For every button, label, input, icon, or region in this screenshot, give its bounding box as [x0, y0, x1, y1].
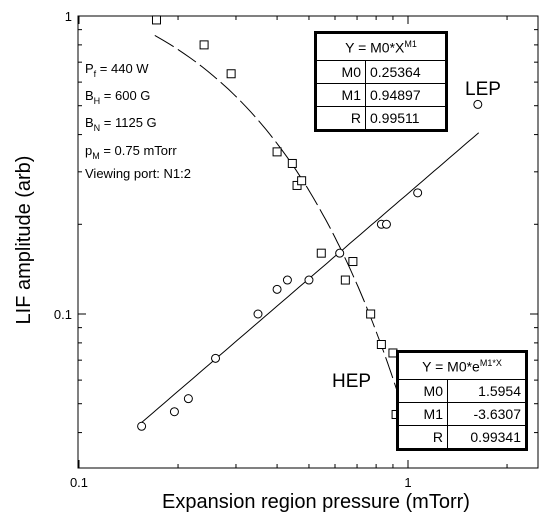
hep-data-point: [297, 176, 307, 186]
y-tick-label-mid: 0.1: [54, 307, 72, 322]
lep-data-point: [272, 284, 282, 294]
lep-param-key: M1: [316, 83, 366, 107]
hep-data-point: [272, 147, 282, 157]
lep-fit-equation: Y = M0*XM1: [316, 33, 446, 61]
hep-fit-box: Y = M0*eM1*X M0 1.5954 M1 -3.6307 R 0.99341: [396, 350, 528, 451]
lep-data-point: [473, 99, 483, 109]
lep-data-point: [413, 188, 423, 198]
lep-param-key: R: [316, 106, 366, 130]
lep-param-value: 0.99511: [365, 106, 446, 130]
hep-data-point: [151, 15, 161, 25]
lep-data-point: [137, 421, 147, 431]
series-label-lep: LEP: [465, 79, 501, 100]
hep-data-point: [287, 158, 297, 168]
axis-ticks: [78, 15, 538, 468]
lep-data-point: [381, 219, 391, 229]
lep-fit-box: Y = M0*XM1 M0 0.25364 M1 0.94897 R 0.99511: [314, 31, 448, 132]
hep-fit-row-m1: M1 -3.6307: [398, 402, 526, 426]
lep-fit-row-m1: M1 0.94897: [316, 83, 446, 107]
lep-param-value: 0.94897: [365, 83, 446, 107]
lep-equation-exponent: M1: [404, 38, 417, 49]
hep-param-key: M1: [398, 402, 448, 426]
lep-data-point: [253, 309, 263, 319]
annotation-line: Viewing port: N1:2: [85, 166, 191, 181]
hep-param-value: 1.5954: [447, 379, 526, 403]
hep-equation-text: Y = M0*e: [422, 358, 480, 375]
annotation-line: pM = 0.75 mTorr: [85, 143, 177, 161]
hep-fit-row-m0: M0 1.5954: [398, 379, 526, 403]
lep-data-point: [304, 275, 314, 285]
hep-fit-curve: [154, 34, 399, 396]
hep-param-key: R: [398, 425, 448, 449]
lep-data-point: [335, 248, 345, 258]
lep-equation-text: Y = M0*X: [345, 39, 405, 56]
lep-data-point: [282, 275, 292, 285]
lep-data-point: [183, 394, 193, 404]
hep-fit-row-r: R 0.99341: [398, 425, 526, 449]
hep-param-value: -3.6307: [447, 402, 526, 426]
x-tick-label-left: 0.1: [70, 475, 88, 490]
hep-fit-equation: Y = M0*eM1*X: [398, 352, 526, 380]
lep-param-key: M0: [316, 60, 366, 84]
hep-param-key: M0: [398, 379, 448, 403]
annotation-line: Pf = 440 W: [85, 61, 149, 79]
x-axis-title: Expansion region pressure (mTorr): [162, 491, 470, 513]
hep-data-point: [366, 309, 376, 319]
hep-data-point: [348, 257, 358, 267]
annotation-line: BN = 1125 G: [85, 115, 157, 133]
plot-frame: [77, 15, 539, 469]
hep-data-point: [316, 248, 326, 258]
annotation-line: BH = 600 G: [85, 88, 150, 106]
hep-data-point: [340, 275, 350, 285]
series-label-hep: HEP: [332, 371, 371, 392]
lep-fit-row-r: R 0.99511: [316, 106, 446, 130]
hep-data-point: [199, 40, 209, 50]
hep-param-value: 0.99341: [447, 425, 526, 449]
y-tick-label-top: 1: [65, 9, 72, 24]
lep-param-value: 0.25364: [365, 60, 446, 84]
lep-fit-row-m0: M0 0.25364: [316, 60, 446, 84]
y-axis-title: LIF amplitude (arb): [13, 156, 35, 325]
lep-data-point: [211, 353, 221, 363]
hep-data-point: [226, 69, 236, 79]
conditions-annotation: Pf = 440 W BH = 600 G BN = 1125 G pM = 0.75…: [85, 61, 191, 181]
hep-data-point: [376, 340, 386, 350]
x-tick-label-right: 1: [404, 475, 411, 490]
lep-data-point: [169, 407, 179, 417]
hep-equation-exponent: M1*X: [479, 357, 502, 368]
hep-data-point: [292, 180, 302, 190]
